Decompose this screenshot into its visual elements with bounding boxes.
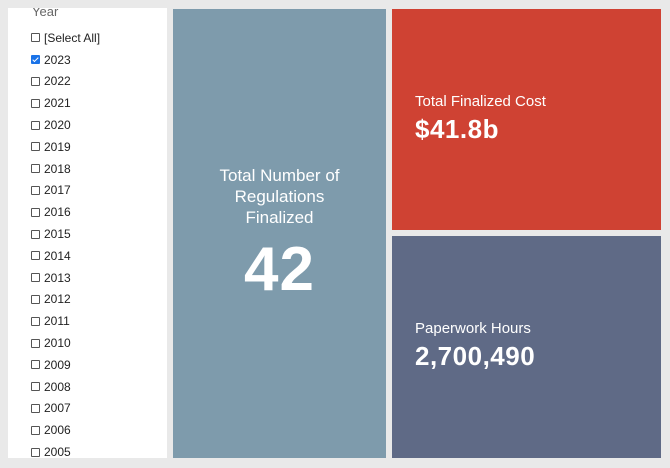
year-option-label: 2016 bbox=[44, 205, 71, 220]
checkbox[interactable] bbox=[31, 316, 40, 326]
year-option-label: 2006 bbox=[44, 423, 71, 438]
year-option-2017[interactable]: 2017 bbox=[31, 180, 100, 202]
year-option-label: 2018 bbox=[44, 161, 71, 176]
year-option-select-all[interactable]: [Select All] bbox=[31, 27, 100, 49]
year-option-2014[interactable]: 2014 bbox=[31, 245, 100, 267]
year-option-2009[interactable]: 2009 bbox=[31, 354, 100, 376]
year-option-label: 2014 bbox=[44, 248, 71, 263]
year-option-2013[interactable]: 2013 bbox=[31, 267, 100, 289]
checkbox[interactable] bbox=[31, 55, 40, 65]
year-option-label: 2007 bbox=[44, 401, 71, 416]
year-option-label: 2022 bbox=[44, 74, 71, 89]
finalized-cost-value: $41.8b bbox=[415, 114, 499, 144]
checkbox[interactable] bbox=[31, 142, 40, 152]
year-option-2011[interactable]: 2011 bbox=[31, 310, 100, 332]
year-option-2018[interactable]: 2018 bbox=[31, 158, 100, 180]
year-option-list: [Select All] 2023 2022 2021 2020 2019 20… bbox=[31, 27, 100, 458]
checkbox[interactable] bbox=[31, 207, 40, 217]
year-filter-title: Year bbox=[32, 8, 59, 19]
checkbox[interactable] bbox=[31, 185, 40, 195]
finalized-cost-tile: Total Finalized Cost $41.8b bbox=[392, 9, 661, 230]
year-option-2008[interactable]: 2008 bbox=[31, 376, 100, 398]
year-option-2007[interactable]: 2007 bbox=[31, 398, 100, 420]
paperwork-hours-label: Paperwork Hours bbox=[415, 320, 531, 337]
year-option-2020[interactable]: 2020 bbox=[31, 114, 100, 136]
checkbox[interactable] bbox=[31, 338, 40, 348]
checkbox[interactable] bbox=[31, 360, 40, 370]
year-option-label: 2010 bbox=[44, 336, 71, 351]
year-option-label: 2008 bbox=[44, 379, 71, 394]
checkbox[interactable] bbox=[31, 425, 40, 435]
year-option-label: 2005 bbox=[44, 445, 71, 458]
paperwork-hours-value: 2,700,490 bbox=[415, 341, 536, 371]
regulations-count-value: 42 bbox=[244, 235, 315, 304]
year-option-label: 2013 bbox=[44, 270, 71, 285]
year-option-2015[interactable]: 2015 bbox=[31, 223, 100, 245]
year-option-label: 2019 bbox=[44, 139, 71, 154]
year-option-label: 2021 bbox=[44, 96, 71, 111]
year-option-label: 2017 bbox=[44, 183, 71, 198]
year-option-2016[interactable]: 2016 bbox=[31, 201, 100, 223]
year-option-2019[interactable]: 2019 bbox=[31, 136, 100, 158]
year-option-2010[interactable]: 2010 bbox=[31, 332, 100, 354]
regulations-count-tile: Total Number of Regulations Finalized 42 bbox=[173, 9, 386, 458]
year-option-label: 2012 bbox=[44, 292, 71, 307]
checkbox[interactable] bbox=[31, 98, 40, 108]
year-option-label: 2015 bbox=[44, 227, 71, 242]
year-option-2005[interactable]: 2005 bbox=[31, 441, 100, 458]
checkbox[interactable] bbox=[31, 273, 40, 283]
year-option-label: 2011 bbox=[44, 314, 70, 329]
year-option-2006[interactable]: 2006 bbox=[31, 419, 100, 441]
checkbox[interactable] bbox=[31, 403, 40, 413]
year-option-2022[interactable]: 2022 bbox=[31, 71, 100, 93]
paperwork-hours-tile: Paperwork Hours 2,700,490 bbox=[392, 236, 661, 458]
checkbox[interactable] bbox=[31, 251, 40, 261]
checkbox[interactable] bbox=[31, 120, 40, 130]
checkbox[interactable] bbox=[31, 229, 40, 239]
checkbox[interactable] bbox=[31, 382, 40, 392]
finalized-cost-label: Total Finalized Cost bbox=[415, 93, 546, 110]
checkbox[interactable] bbox=[31, 33, 40, 43]
year-option-label: 2023 bbox=[44, 52, 71, 67]
year-filter-panel: Year [Select All] 2023 2022 2021 2020 20… bbox=[8, 8, 167, 458]
year-option-2012[interactable]: 2012 bbox=[31, 289, 100, 311]
checkbox[interactable] bbox=[31, 164, 40, 174]
year-option-2023[interactable]: 2023 bbox=[31, 49, 100, 71]
checkbox[interactable] bbox=[31, 294, 40, 304]
regulations-count-label: Total Number of Regulations Finalized bbox=[219, 166, 340, 227]
checkbox[interactable] bbox=[31, 447, 40, 457]
year-option-label: [Select All] bbox=[44, 30, 101, 45]
year-option-label: 2009 bbox=[44, 357, 71, 372]
checkbox[interactable] bbox=[31, 76, 40, 86]
year-option-2021[interactable]: 2021 bbox=[31, 92, 100, 114]
year-option-label: 2020 bbox=[44, 118, 71, 133]
